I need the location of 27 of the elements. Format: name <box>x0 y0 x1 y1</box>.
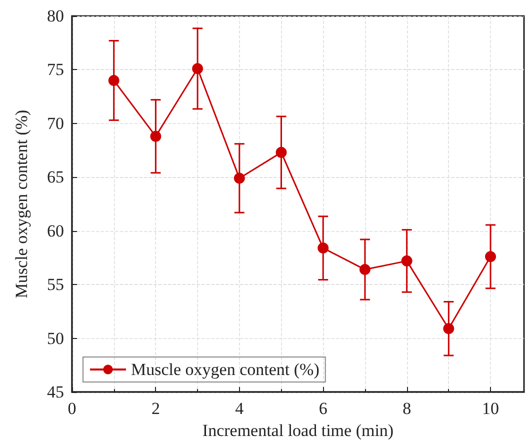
y-tick-label: 55 <box>47 275 64 294</box>
y-tick-label: 65 <box>47 168 64 187</box>
y-tick-label: 80 <box>47 6 64 26</box>
point <box>485 251 496 262</box>
x-tick-label: 0 <box>68 399 76 418</box>
point <box>108 74 120 86</box>
point <box>401 255 412 266</box>
x-axis-title: Incremental load time (min) <box>202 420 394 440</box>
y-tick-label: 75 <box>47 60 64 80</box>
legend-label: Muscle oxygen content (%) <box>131 360 320 379</box>
point <box>150 130 162 142</box>
x-tick-label: 10 <box>482 399 500 418</box>
y-tick-label: 45 <box>47 382 64 402</box>
y-axis-title: Muscle oxygen content (%) <box>12 110 31 298</box>
y-tick-label: 60 <box>47 221 64 240</box>
point <box>276 146 287 158</box>
point <box>359 264 370 276</box>
point <box>318 242 329 254</box>
y-tick-label: 50 <box>47 328 64 348</box>
x-tick-label: 4 <box>235 399 244 418</box>
point <box>192 63 204 74</box>
x-tick-label: 2 <box>151 399 160 418</box>
point <box>234 172 245 184</box>
x-tick-label: 8 <box>402 399 412 418</box>
point <box>443 323 454 334</box>
y-tick-label: 70 <box>47 114 64 133</box>
x-tick-label: 6 <box>318 399 328 418</box>
